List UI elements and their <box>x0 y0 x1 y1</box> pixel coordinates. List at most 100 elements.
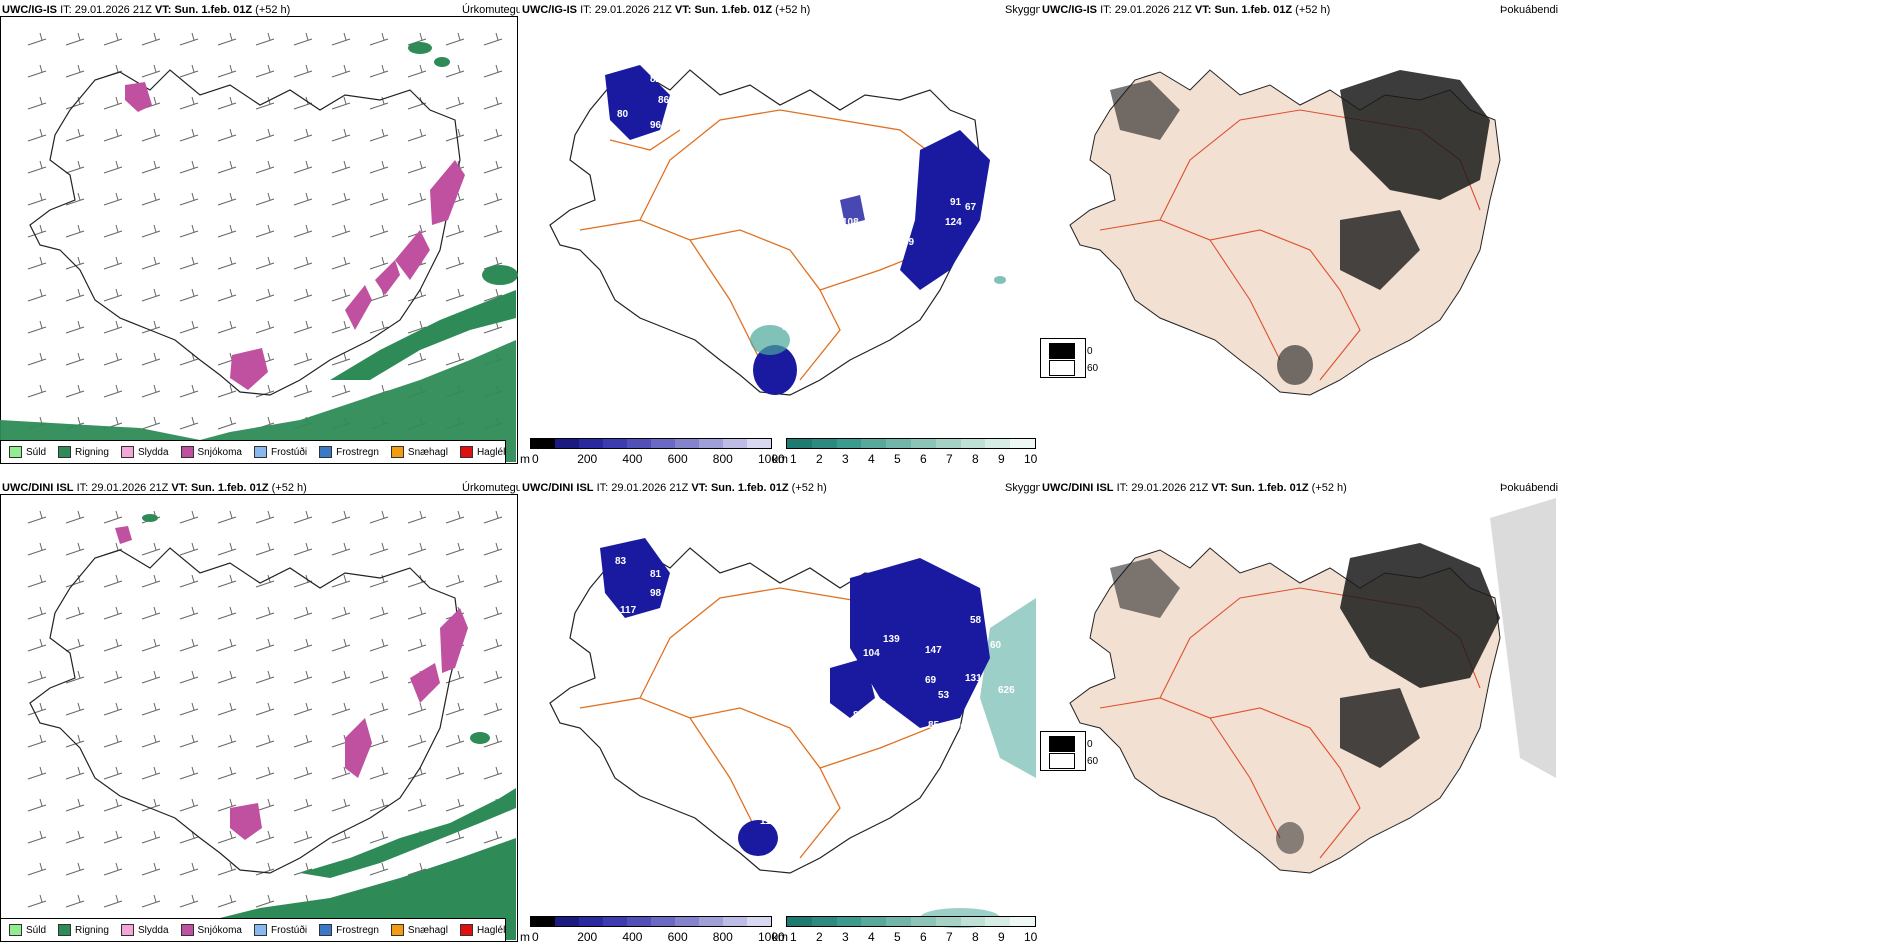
wind-barb <box>407 510 427 524</box>
wind-barb <box>103 64 123 78</box>
fog-high-label: 60 <box>1087 755 1099 767</box>
wind-barb <box>369 320 389 334</box>
visibility-value-label: 95 <box>880 257 892 268</box>
wind-barb <box>103 384 123 398</box>
colorbar-tick: 6 <box>920 452 927 466</box>
wind-barb <box>103 160 123 174</box>
legend-label: Slydda <box>137 446 169 458</box>
legend-label: Frostregn <box>336 446 379 458</box>
colorbar-tick: 6 <box>920 930 927 944</box>
wind-barb <box>483 734 503 748</box>
visibility-value-label: 117 <box>620 605 637 616</box>
wind-barb <box>255 734 275 748</box>
wind-barb <box>331 766 351 780</box>
wind-barb <box>65 224 85 238</box>
wind-barb <box>217 670 237 684</box>
wind-barb <box>331 638 351 652</box>
colorbar-cell <box>811 439 837 448</box>
wind-barb <box>369 830 389 844</box>
wind-barb <box>369 798 389 812</box>
colorbar-tick: 800 <box>712 930 733 944</box>
legend-item-snjókoma: Snjókoma <box>180 924 242 936</box>
wind-barb <box>445 798 465 812</box>
wind-barb <box>103 702 123 716</box>
wind-barb <box>293 352 313 366</box>
wind-barb <box>293 160 313 174</box>
legend-label: Snæhagl <box>407 924 448 936</box>
colorbar-tick: 10 <box>1024 930 1038 944</box>
wind-barb <box>179 384 199 398</box>
legend-label: Haglél <box>476 924 506 936</box>
wind-barb <box>293 766 313 780</box>
wind-barb <box>369 542 389 556</box>
visibility-value-label: 91 <box>950 197 962 208</box>
colorbar-cell <box>651 439 675 448</box>
visibility-value-label: 58 <box>970 615 982 626</box>
colorbar-cell <box>699 917 723 926</box>
legend-item-snjókoma: Snjókoma <box>180 446 242 458</box>
wind-barb <box>217 32 237 46</box>
colorbar-tick: 800 <box>712 452 733 466</box>
legend-item-slydda: Slydda <box>120 924 169 936</box>
panel-header: UWC/DINI ISL IT: 29.01.2026 21Z VT: Sun.… <box>522 482 827 494</box>
wind-barb <box>27 894 47 908</box>
visibility-value-label: 108 <box>842 217 859 228</box>
wind-barb <box>369 670 389 684</box>
colorbar-cell <box>935 917 961 926</box>
legend-swatch <box>9 446 22 458</box>
legend-swatch <box>120 924 134 936</box>
visibility-value-label: 81 <box>650 569 662 580</box>
colorbar-cell <box>723 439 747 448</box>
legend-item-frostúði: Frostúði <box>253 446 307 458</box>
wind-barb <box>445 288 465 302</box>
wind-barb <box>103 734 123 748</box>
visibility-value-label: 839 <box>853 710 870 721</box>
wind-barb <box>141 128 161 142</box>
wind-barb <box>255 862 275 876</box>
wind-barb <box>217 256 237 270</box>
colorbar-cell <box>787 439 812 448</box>
visibility-value-label: 77 <box>777 833 789 844</box>
visibility-value-label: 74 <box>670 588 682 599</box>
wind-barb <box>331 542 351 556</box>
colorbar-cell <box>627 439 651 448</box>
wind-barb <box>255 128 275 142</box>
legend-label: Snjókoma <box>197 924 242 936</box>
colorbar-cell <box>603 917 627 926</box>
coastline <box>549 69 981 396</box>
wind-barb <box>407 320 427 334</box>
colorbar-cell <box>935 439 961 448</box>
wind-barb <box>331 574 351 588</box>
wind-barb <box>217 384 237 398</box>
wind-barb <box>369 702 389 716</box>
wind-barb <box>65 638 85 652</box>
wind-barb <box>445 734 465 748</box>
wind-barb <box>27 288 47 302</box>
legend-label: Snæhagl <box>407 446 448 458</box>
colorbar-tick: 8 <box>972 930 979 944</box>
fog-low-swatch <box>1049 343 1075 359</box>
wind-barb <box>483 542 503 556</box>
visibility-value-label: 229 <box>778 289 795 300</box>
fog-legend: 0 60 <box>1040 731 1098 771</box>
wind-barb <box>407 862 427 876</box>
wind-barb <box>483 574 503 588</box>
wind-barb <box>103 670 123 684</box>
wind-barb <box>141 830 161 844</box>
wind-barb <box>369 160 389 174</box>
wind-barb <box>103 830 123 844</box>
legend-swatch <box>253 924 267 936</box>
wind-barb <box>445 702 465 716</box>
wind-barb <box>27 256 47 270</box>
wind-barb <box>103 542 123 556</box>
wind-barb <box>483 64 503 78</box>
wind-barb <box>27 702 47 716</box>
wind-barb <box>27 734 47 748</box>
wind-barb <box>179 320 199 334</box>
legend-item-frostregn: Frostregn <box>319 924 379 936</box>
low-visibility-areas <box>605 65 990 395</box>
wind-barb <box>407 160 427 174</box>
legend-swatch <box>459 924 473 936</box>
wind-barb <box>141 894 161 908</box>
